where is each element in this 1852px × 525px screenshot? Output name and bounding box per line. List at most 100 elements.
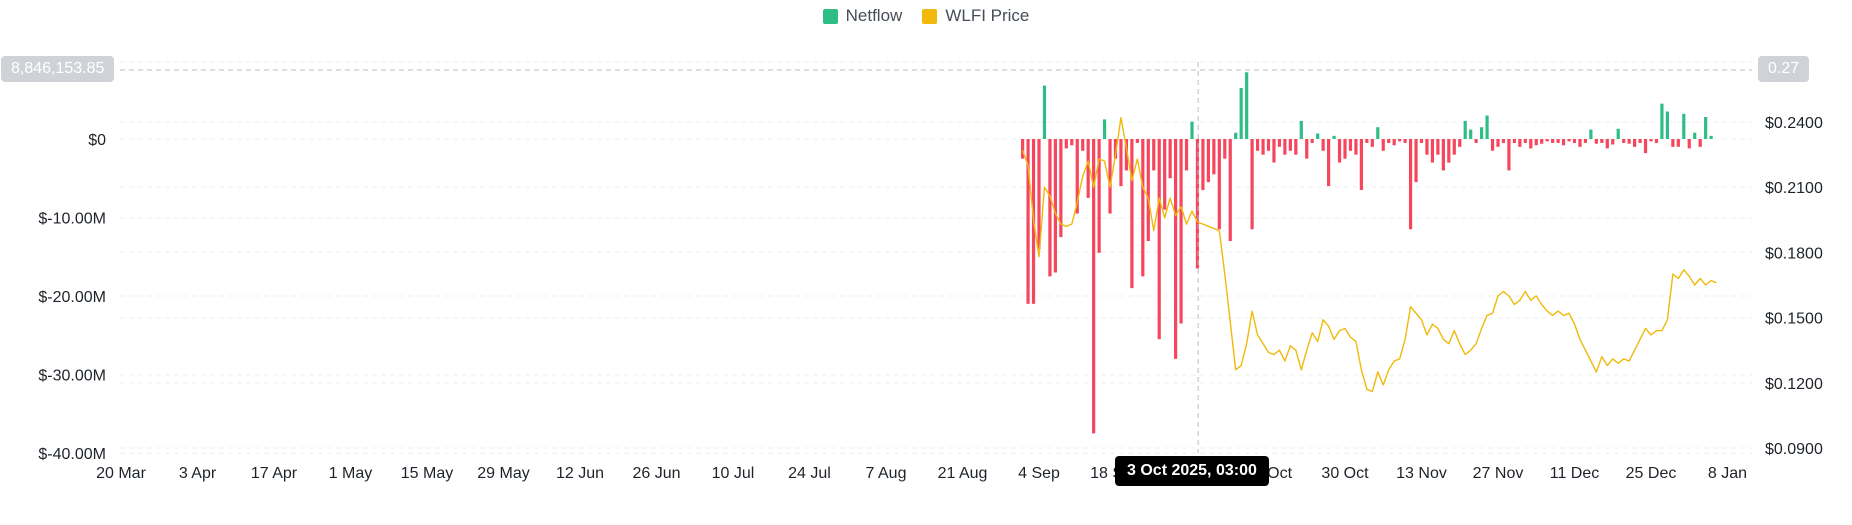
netflow-bar[interactable] xyxy=(1365,139,1369,143)
netflow-bar[interactable] xyxy=(1102,119,1107,140)
netflow-bar[interactable] xyxy=(1414,139,1418,183)
netflow-bar[interactable] xyxy=(1245,72,1249,139)
netflow-bar[interactable] xyxy=(1037,139,1041,249)
netflow-bar[interactable] xyxy=(1075,139,1079,214)
netflow-bar[interactable] xyxy=(1600,139,1604,143)
netflow-bar[interactable] xyxy=(1638,139,1642,143)
netflow-bar[interactable] xyxy=(1086,139,1090,198)
netflow-bar[interactable] xyxy=(1441,139,1445,171)
netflow-bar[interactable] xyxy=(1507,139,1511,171)
netflow-bar[interactable] xyxy=(1447,139,1451,163)
netflow-bar[interactable] xyxy=(1436,139,1440,155)
netflow-bar[interactable] xyxy=(1146,139,1150,242)
netflow-bar[interactable] xyxy=(1545,139,1549,142)
netflow-bar[interactable] xyxy=(1392,139,1396,146)
netflow-bar[interactable] xyxy=(1212,139,1216,175)
netflow-bar[interactable] xyxy=(1266,139,1271,151)
netflow-bar[interactable] xyxy=(1277,139,1282,147)
netflow-bar[interactable] xyxy=(1594,139,1598,144)
netflow-bar[interactable] xyxy=(1026,139,1030,304)
netflow-bar[interactable] xyxy=(1163,139,1167,210)
netflow-bar[interactable] xyxy=(1589,129,1593,139)
netflow-bar[interactable] xyxy=(1217,139,1221,230)
netflow-bar[interactable] xyxy=(1223,139,1227,159)
netflow-bar[interactable] xyxy=(1660,103,1664,139)
netflow-bar[interactable] xyxy=(1649,139,1653,142)
netflow-bar[interactable] xyxy=(1288,139,1292,151)
legend-item-netflow[interactable]: Netflow xyxy=(822,6,902,26)
netflow-bar[interactable] xyxy=(1523,139,1527,143)
netflow-bar[interactable] xyxy=(1255,139,1260,151)
netflow-bar[interactable] xyxy=(1354,139,1358,155)
netflow-bar[interactable] xyxy=(1168,139,1172,179)
netflow-bar[interactable] xyxy=(1430,139,1435,163)
netflow-bar[interactable] xyxy=(1305,139,1309,159)
netflow-bar[interactable] xyxy=(1239,87,1243,139)
netflow-bar[interactable] xyxy=(1643,139,1648,154)
netflow-bar[interactable] xyxy=(1627,139,1631,144)
netflow-bar[interactable] xyxy=(1693,132,1697,139)
netflow-bar[interactable] xyxy=(1152,139,1156,171)
netflow-bar[interactable] xyxy=(1480,127,1484,139)
netflow-bar[interactable] xyxy=(1682,113,1686,139)
netflow-bar[interactable] xyxy=(1463,120,1467,139)
netflow-bar[interactable] xyxy=(1501,139,1506,143)
netflow-bar[interactable] xyxy=(1496,139,1500,147)
netflow-bar[interactable] xyxy=(1053,139,1057,273)
netflow-bar[interactable] xyxy=(1622,139,1626,143)
netflow-bar[interactable] xyxy=(1605,139,1609,149)
netflow-bar[interactable] xyxy=(1157,139,1161,340)
netflow-bar[interactable] xyxy=(1327,139,1331,187)
netflow-bar[interactable] xyxy=(1321,139,1325,151)
netflow-bar[interactable] xyxy=(1671,139,1675,147)
netflow-bar[interactable] xyxy=(1485,115,1489,139)
netflow-bar[interactable] xyxy=(1534,139,1538,146)
netflow-bar[interactable] xyxy=(1551,139,1555,143)
netflow-bar[interactable] xyxy=(1572,139,1577,143)
netflow-bar[interactable] xyxy=(1130,139,1134,289)
netflow-bar[interactable] xyxy=(1343,139,1347,159)
netflow-bar[interactable] xyxy=(1398,139,1402,142)
netflow-bar[interactable] xyxy=(1195,139,1200,269)
netflow-bar[interactable] xyxy=(1294,139,1298,155)
netflow-bar[interactable] xyxy=(1687,139,1691,149)
netflow-bar[interactable] xyxy=(1452,139,1456,155)
netflow-bar[interactable] xyxy=(1048,139,1052,277)
netflow-bar[interactable] xyxy=(1070,139,1074,146)
netflow-bar[interactable] xyxy=(1512,139,1516,143)
netflow-bar[interactable] xyxy=(1408,139,1413,230)
netflow-bar[interactable] xyxy=(1119,139,1123,187)
netflow-bar[interactable] xyxy=(1518,139,1522,147)
netflow-bar[interactable] xyxy=(1337,139,1342,163)
netflow-bar[interactable] xyxy=(1567,139,1571,142)
netflow-bar[interactable] xyxy=(1583,139,1588,143)
netflow-bar[interactable] xyxy=(1108,139,1112,214)
netflow-bar[interactable] xyxy=(1190,121,1194,139)
netflow-bar[interactable] xyxy=(1228,139,1232,242)
netflow-bar[interactable] xyxy=(1092,139,1096,434)
netflow-bar[interactable] xyxy=(1665,111,1669,139)
netflow-bar[interactable] xyxy=(1616,128,1620,139)
netflow-bar[interactable] xyxy=(1490,139,1495,151)
netflow-bar[interactable] xyxy=(1184,139,1189,171)
netflow-bar[interactable] xyxy=(1234,132,1238,139)
netflow-bar[interactable] xyxy=(1064,139,1068,149)
netflow-bar[interactable] xyxy=(1654,139,1659,143)
netflow-bar[interactable] xyxy=(1179,139,1183,324)
netflow-bar[interactable] xyxy=(1021,139,1025,159)
netflow-bar[interactable] xyxy=(1709,135,1713,139)
netflow-bar[interactable] xyxy=(1174,139,1178,359)
netflow-bar[interactable] xyxy=(1097,139,1101,253)
netflow-bar[interactable] xyxy=(1403,139,1407,143)
netflow-bar[interactable] xyxy=(1206,139,1210,183)
netflow-bar[interactable] xyxy=(1704,117,1708,139)
netflow-bar[interactable] xyxy=(1676,139,1680,147)
netflow-bar[interactable] xyxy=(1698,139,1702,147)
netflow-bar[interactable] xyxy=(1370,139,1374,147)
price-line[interactable] xyxy=(1021,116,1717,393)
netflow-bar[interactable] xyxy=(1113,139,1118,159)
netflow-bar[interactable] xyxy=(1310,139,1314,143)
netflow-bar[interactable] xyxy=(1556,139,1560,143)
netflow-bar[interactable] xyxy=(1561,139,1566,146)
netflow-bar[interactable] xyxy=(1419,139,1424,143)
